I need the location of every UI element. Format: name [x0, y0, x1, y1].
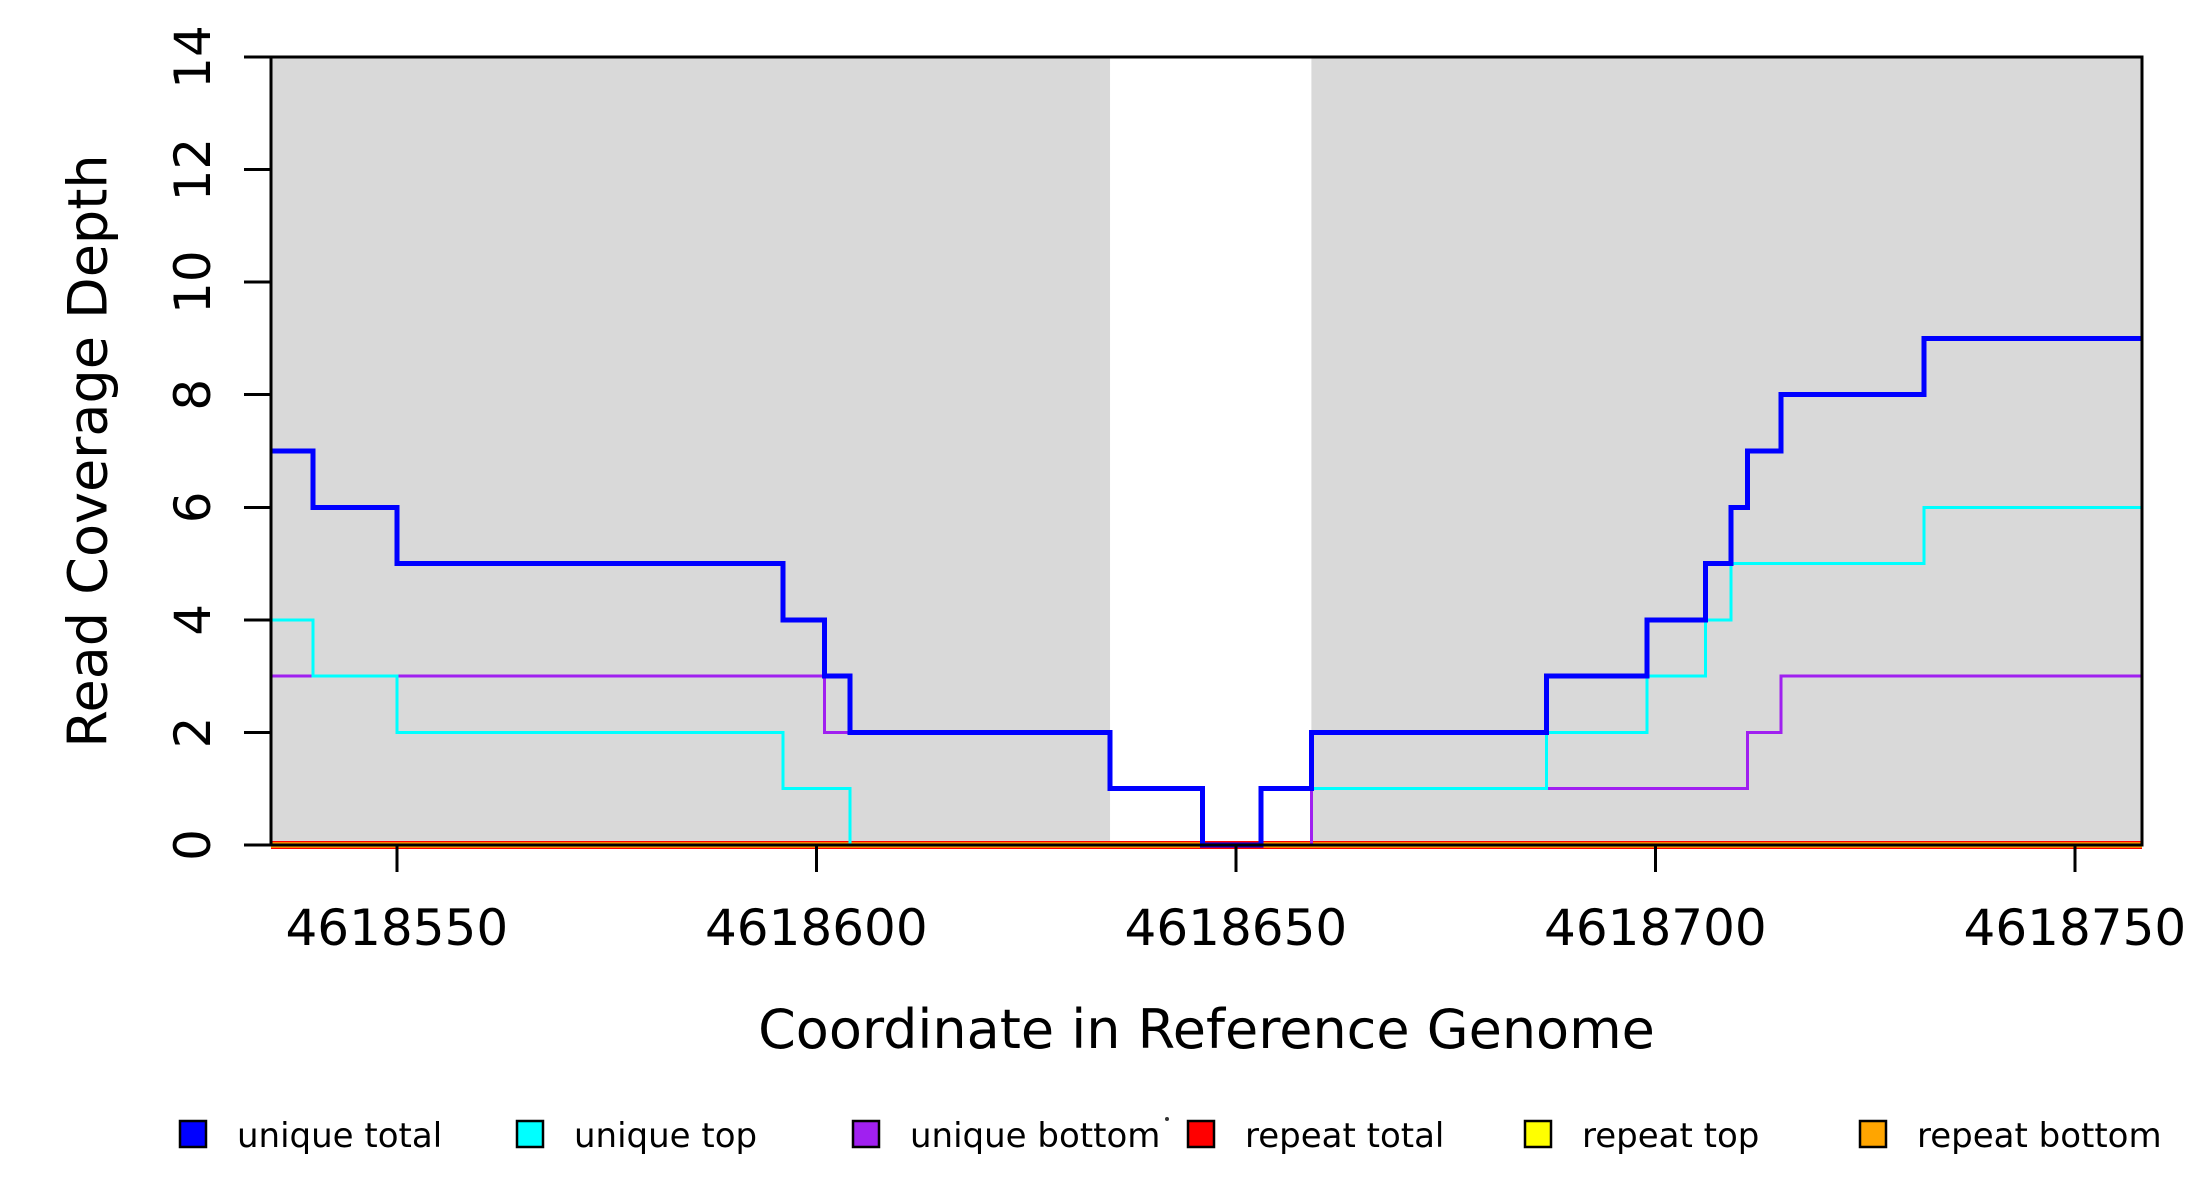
x-axis-title: Coordinate in Reference Genome [758, 998, 1655, 1061]
x-tick-label: 4618700 [1544, 899, 1767, 957]
legend-swatch-unique-top [515, 1119, 545, 1149]
series-line-unique-total [271, 335, 2142, 848]
legend-label: repeat top [1582, 1116, 1759, 1156]
legend-label: repeat total [1245, 1116, 1444, 1156]
series-line-unique-top [271, 505, 2142, 847]
x-tick-label: 4618750 [1964, 899, 2187, 957]
shaded-region [1311, 57, 2142, 845]
y-tick-label: 12 [164, 138, 222, 202]
y-tick-label: 2 [164, 717, 222, 749]
legend-label: repeat bottom [1917, 1116, 2162, 1156]
x-tick-label: 4618550 [286, 899, 509, 957]
legend-label: unique total [237, 1116, 442, 1156]
legend-swatch-repeat-bottom [1858, 1119, 1888, 1149]
legend-swatch-unique-bottom [851, 1119, 881, 1149]
legend-label: unique top [574, 1116, 757, 1156]
y-axis-title: Read Coverage Depth [57, 154, 120, 747]
y-tick-label: 4 [164, 604, 222, 636]
y-tick-label: 8 [164, 379, 222, 411]
y-tick-label: 10 [164, 250, 222, 314]
y-tick-label: 0 [164, 829, 222, 861]
x-tick-label: 4618600 [705, 899, 928, 957]
legend-swatch-repeat-top [1523, 1119, 1553, 1149]
legend-swatch-repeat-total [1186, 1119, 1216, 1149]
y-tick-label: 14 [164, 25, 222, 89]
legend-label: unique bottom [910, 1116, 1160, 1156]
shaded-region [271, 57, 1111, 845]
legend-swatch-unique-total [178, 1119, 208, 1149]
stray-dot-artifact [1165, 1117, 1169, 1121]
y-tick-label: 6 [164, 491, 222, 523]
x-tick-label: 4618650 [1125, 899, 1348, 957]
plot-border [269, 55, 2144, 847]
